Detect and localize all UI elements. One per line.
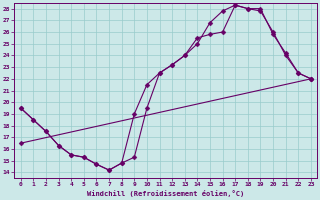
X-axis label: Windchill (Refroidissement éolien,°C): Windchill (Refroidissement éolien,°C) [87,190,244,197]
